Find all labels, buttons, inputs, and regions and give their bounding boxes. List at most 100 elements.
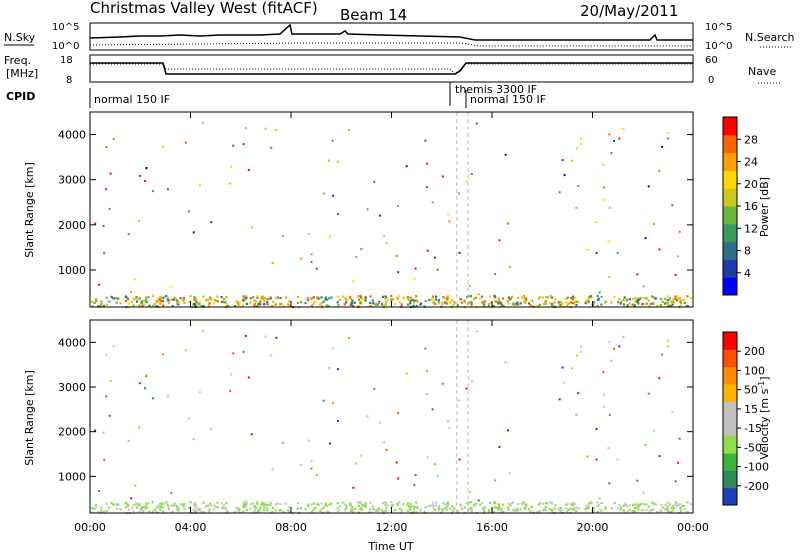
power-cell [477, 293, 480, 296]
velocity-cell [514, 509, 517, 513]
power-cell [658, 169, 661, 172]
velocity-cell [383, 441, 386, 444]
velocity-cell [245, 508, 249, 512]
velocity-cell [409, 505, 412, 509]
nave-trace [90, 63, 693, 75]
power-cell [449, 301, 452, 304]
velocity-cell [610, 359, 613, 362]
power-cell [517, 296, 520, 299]
velocity-cell [94, 503, 98, 507]
velocity-cell [483, 506, 487, 509]
velocity-cell [331, 347, 334, 350]
power-cell [506, 300, 510, 303]
velocity-cell [603, 405, 606, 408]
power-cell [361, 297, 364, 300]
velocity-cell [636, 505, 639, 508]
power-cell [351, 299, 354, 302]
freq-label-2: [MHz] [6, 67, 38, 80]
power-cell [619, 302, 622, 305]
power-cell [616, 251, 619, 254]
velocity-cell [508, 472, 511, 475]
velocity-cell [342, 501, 345, 504]
velocity-cell [585, 504, 588, 507]
power-cell [159, 302, 162, 305]
velocity-cell [636, 479, 639, 482]
power-cell [198, 301, 201, 304]
velocity-cell [575, 354, 578, 357]
power-cell [144, 179, 147, 182]
colorbar-band [723, 223, 737, 243]
velocity-cell [244, 504, 247, 507]
velocity-cell [310, 459, 313, 462]
power-cell [372, 302, 375, 305]
power-cell [91, 300, 94, 303]
velocity-cell [628, 504, 632, 507]
velocity-cell [666, 501, 669, 504]
colorbar-tick-label: 28 [744, 133, 758, 146]
power-cell [457, 305, 460, 308]
velocity-cell [432, 505, 435, 508]
velocity-cell [127, 508, 130, 511]
power-cell [494, 272, 497, 275]
power-cell [225, 295, 228, 299]
velocity-cell [258, 507, 261, 510]
velocity-cell [205, 505, 208, 508]
power-cell [367, 305, 370, 308]
velocity-cell [338, 504, 341, 508]
velocity-cell [678, 437, 681, 440]
velocity-cell [126, 504, 130, 508]
velocity-cell [134, 503, 137, 506]
velocity-cell [364, 502, 367, 506]
velocity-cell [112, 345, 115, 348]
cpid-label: CPID [6, 90, 35, 103]
velocity-cell [116, 503, 120, 506]
velocity-cell [237, 509, 240, 512]
velocity-cell [425, 393, 428, 396]
power-cell [466, 296, 469, 299]
velocity-cell [457, 399, 460, 402]
colorbar-tick-label: 15 [744, 403, 758, 416]
velocity-cell [448, 427, 451, 430]
velocity-cell [250, 433, 253, 436]
velocity-cell [385, 502, 388, 505]
power-cell [345, 298, 348, 302]
power-cell [501, 297, 505, 300]
velocity-cell [139, 508, 142, 511]
power-cell [162, 296, 165, 299]
power-cell [274, 303, 277, 306]
colorbar-tick-label: -200 [744, 480, 769, 493]
velocity-cell [105, 353, 108, 356]
velocity-cell [245, 501, 248, 504]
velocity-cell [637, 508, 640, 511]
power-cell [431, 295, 435, 298]
power-cell [487, 304, 490, 307]
power-cell [435, 298, 438, 301]
power-cell [180, 297, 183, 300]
power-cell [296, 301, 299, 304]
velocity-cell [307, 439, 310, 442]
velocity-cell [115, 503, 118, 506]
power-cell [376, 302, 379, 305]
velocity-cell [162, 502, 165, 505]
power-cell [263, 303, 266, 306]
power-cell [281, 235, 284, 238]
power-cell [263, 300, 266, 303]
velocity-cell [424, 347, 427, 350]
power-cell [511, 295, 514, 298]
power-cell [498, 239, 501, 242]
power-cell [209, 296, 212, 299]
power-cell [98, 283, 101, 286]
velocity-cell [148, 510, 151, 513]
power-cell [643, 297, 646, 300]
velocity-cell [100, 509, 103, 512]
velocity-cell [575, 509, 578, 513]
power-cell [452, 304, 455, 307]
power-cell [679, 300, 682, 303]
velocity-cell [351, 505, 354, 508]
power-cell [393, 303, 397, 306]
power-cell [549, 294, 552, 298]
power-cell [443, 301, 447, 304]
velocity-cell [110, 501, 113, 505]
velocity-cell [398, 501, 401, 504]
velocity-cell [266, 506, 269, 510]
